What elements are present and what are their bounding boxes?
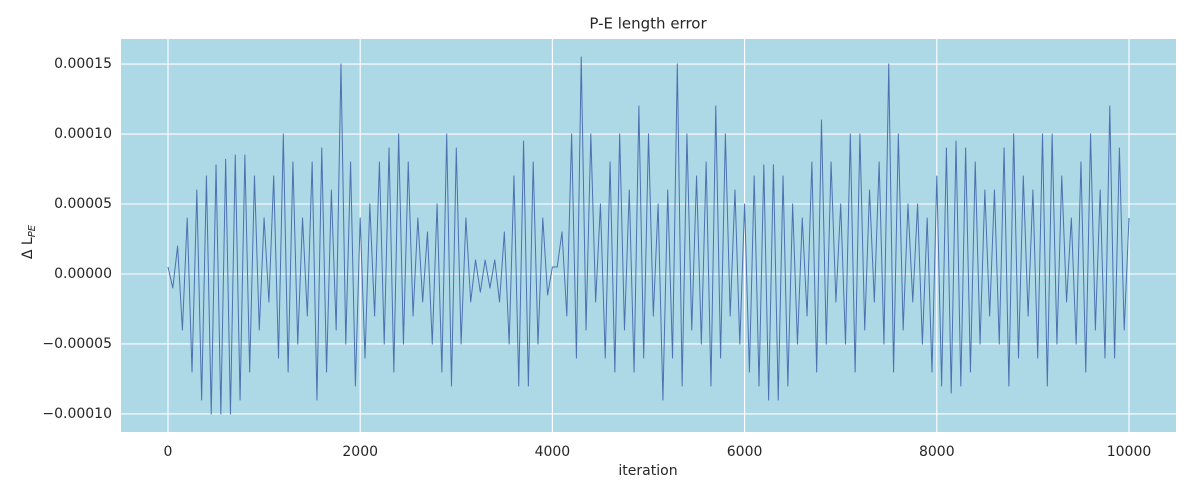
y-axis-label-main: Δ L <box>20 237 36 259</box>
x-tick-label: 4000 <box>535 444 571 460</box>
chart-title: P-E length error <box>589 15 707 33</box>
y-tick-label: 0.00010 <box>54 126 112 142</box>
y-tick-label: 0.00005 <box>54 196 112 212</box>
x-tick-label: 2000 <box>342 444 378 460</box>
plot-background <box>121 39 1176 432</box>
data-line <box>167 56 1130 415</box>
x-tick-label: 8000 <box>919 444 955 460</box>
y-tick-label: −0.00010 <box>42 406 112 422</box>
y-tick-label: 0.00000 <box>54 266 112 282</box>
marks <box>167 56 1130 415</box>
x-tick-label: 6000 <box>727 444 763 460</box>
y-tick-label: 0.00015 <box>54 56 112 72</box>
y-axis-label: Δ LPE <box>20 224 38 259</box>
y-tick-label: −0.00005 <box>42 336 112 352</box>
y-axis-label-subscript: PE <box>27 224 38 237</box>
x-tick-label: 0 <box>164 444 173 460</box>
x-tick-label: 10000 <box>1107 444 1152 460</box>
x-axis-label: iteration <box>618 463 677 479</box>
